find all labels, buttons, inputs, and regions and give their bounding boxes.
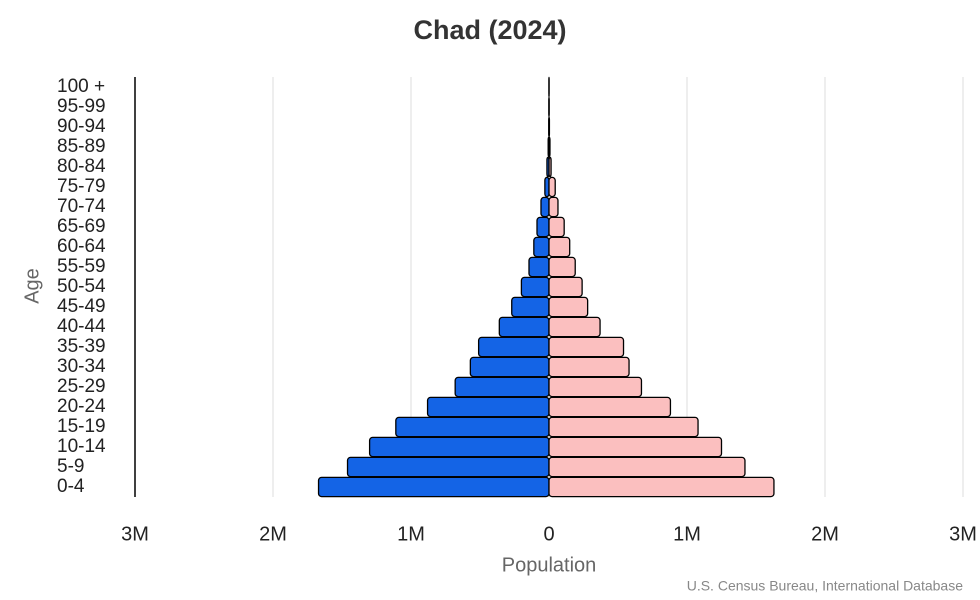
y-axis-label: Age (21, 268, 43, 304)
x-tick-label: 3M (949, 523, 977, 545)
x-tick-label: 2M (259, 523, 287, 545)
bar (548, 176, 556, 198)
bar (548, 276, 583, 298)
bar (548, 316, 601, 338)
y-tick-label: 95-99 (57, 96, 106, 117)
bar (548, 256, 576, 278)
bar (368, 436, 550, 458)
y-tick-label: 45-49 (57, 296, 106, 317)
bar (426, 396, 550, 418)
bar (477, 336, 550, 358)
y-tick-label: 50-54 (57, 276, 106, 297)
bar (548, 296, 589, 318)
y-tick-label: 40-44 (57, 316, 106, 337)
source: U.S. Census Bureau, International Databa… (687, 578, 963, 594)
y-tick-label: 20-24 (57, 396, 106, 417)
x-tick-label: 3M (121, 523, 149, 545)
y-tick-label: 80-84 (57, 156, 106, 177)
bar (548, 236, 571, 258)
bar (469, 356, 550, 378)
y-tick-label: 15-19 (57, 416, 106, 437)
bar (317, 476, 550, 498)
bar (536, 216, 550, 238)
x-tick-label: 1M (673, 523, 701, 545)
bar (548, 216, 565, 238)
y-tick-label: 55-59 (57, 256, 106, 277)
y-tick-label: 0-4 (57, 476, 85, 497)
bar (511, 296, 550, 318)
bar (395, 416, 550, 438)
bar (540, 196, 550, 218)
x-tick-label: 2M (811, 523, 839, 545)
y-tick-label: 30-34 (57, 356, 106, 377)
y-tick-label: 25-29 (57, 376, 106, 397)
bar (533, 236, 550, 258)
bar (346, 456, 550, 478)
chart-title: Chad (2024) (413, 15, 566, 45)
bar (548, 196, 559, 218)
y-tick-label: 5-9 (57, 456, 84, 477)
bar (520, 276, 550, 298)
y-tick-label: 90-94 (57, 116, 106, 137)
bar (548, 416, 699, 438)
y-tick-label: 35-39 (57, 336, 106, 357)
bar (548, 136, 551, 158)
bar (498, 316, 550, 338)
bar (548, 396, 672, 418)
bar (454, 376, 550, 398)
bar (548, 376, 643, 398)
bar (548, 456, 746, 478)
bar (528, 256, 550, 278)
bar (548, 356, 630, 378)
x-tick-label: 1M (397, 523, 425, 545)
x-axis-label: Population (502, 554, 597, 576)
y-tick-label: 100 + (57, 76, 105, 97)
y-tick-label: 65-69 (57, 216, 106, 237)
y-tick-label: 85-89 (57, 136, 106, 157)
y-tick-label: 70-74 (57, 196, 106, 217)
y-tick-label: 60-64 (57, 236, 106, 257)
bar (548, 336, 625, 358)
y-tick-label: 75-79 (57, 176, 106, 197)
x-tick-label: 0 (543, 523, 554, 545)
bar (548, 156, 552, 178)
bar (548, 436, 723, 458)
y-tick-label: 10-14 (57, 436, 106, 457)
bar (548, 476, 775, 498)
